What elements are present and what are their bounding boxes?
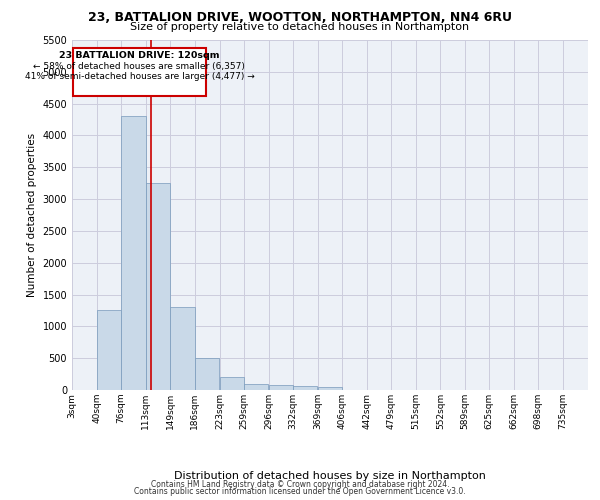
Bar	[195, 358, 220, 390]
Bar	[121, 116, 146, 390]
Y-axis label: Number of detached properties: Number of detached properties	[27, 133, 37, 297]
Bar	[317, 387, 342, 390]
X-axis label: Distribution of detached houses by size in Northampton: Distribution of detached houses by size …	[174, 471, 486, 481]
Bar	[244, 384, 268, 390]
Bar	[269, 385, 293, 390]
Text: ← 58% of detached houses are smaller (6,357): ← 58% of detached houses are smaller (6,…	[34, 62, 245, 72]
Text: 23 BATTALION DRIVE: 120sqm: 23 BATTALION DRIVE: 120sqm	[59, 52, 220, 60]
FancyBboxPatch shape	[73, 48, 206, 96]
Text: Contains HM Land Registry data © Crown copyright and database right 2024.: Contains HM Land Registry data © Crown c…	[151, 480, 449, 489]
Bar	[170, 308, 194, 390]
Bar	[146, 183, 170, 390]
Bar	[293, 386, 317, 390]
Text: 23, BATTALION DRIVE, WOOTTON, NORTHAMPTON, NN4 6RU: 23, BATTALION DRIVE, WOOTTON, NORTHAMPTO…	[88, 11, 512, 24]
Bar	[220, 378, 244, 390]
Text: Contains public sector information licensed under the Open Government Licence v3: Contains public sector information licen…	[134, 487, 466, 496]
Bar	[97, 310, 121, 390]
Text: Size of property relative to detached houses in Northampton: Size of property relative to detached ho…	[130, 22, 470, 32]
Text: 41% of semi-detached houses are larger (4,477) →: 41% of semi-detached houses are larger (…	[25, 72, 254, 82]
